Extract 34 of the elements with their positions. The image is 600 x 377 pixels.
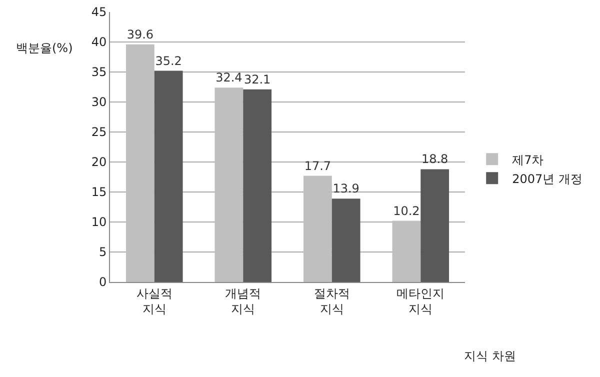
bar [303, 176, 332, 282]
y-tick-label: 10 [91, 215, 107, 230]
data-label: 35.2 [155, 54, 182, 68]
data-label: 32.4 [216, 70, 242, 85]
y-tick-label: 30 [91, 95, 107, 110]
bar [154, 70, 183, 282]
y-axis-title: 백분율(%) [16, 41, 73, 55]
x-axis-title: 지식 차원 [464, 349, 516, 363]
data-label: 18.8 [421, 152, 448, 166]
legend-label: 2007년 개정 [512, 172, 582, 186]
bar [126, 44, 154, 282]
y-tick-label: 20 [91, 155, 107, 170]
bar [214, 88, 244, 282]
y-tick-label: 45 [91, 5, 107, 20]
bar [392, 220, 421, 282]
x-tick-label: 개념적 지식 [225, 286, 262, 316]
y-tick-label: 15 [91, 185, 107, 200]
y-tick-label: 5 [98, 245, 107, 260]
data-label: 17.7 [304, 158, 332, 173]
x-tick-label: 절차적 지식 [314, 286, 350, 316]
legend-label: 제7차 [512, 152, 544, 167]
data-label: 32.1 [244, 72, 271, 86]
y-tick-label: 35 [91, 65, 107, 80]
bar [332, 198, 360, 282]
y-tick-label: 0 [98, 275, 107, 290]
data-label: 13.9 [332, 182, 360, 196]
data-label: 39.6 [126, 27, 154, 42]
y-tick-label: 25 [91, 125, 107, 140]
bar [243, 89, 272, 282]
bar [420, 169, 450, 282]
x-tick-label: 메타인지 지식 [396, 286, 445, 316]
y-tick-label: 40 [91, 35, 107, 50]
x-tick-label: 사실적 지식 [136, 286, 172, 316]
data-label: 10.2 [393, 204, 420, 218]
